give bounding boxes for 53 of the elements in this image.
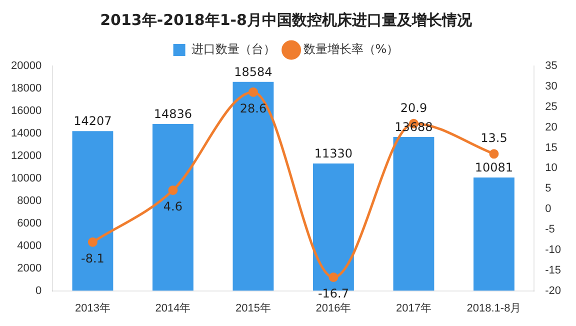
data-label: 10081 <box>474 160 514 175</box>
y2-tick-label: 35 <box>545 60 558 72</box>
x-tick-label: 2017年 <box>396 302 432 314</box>
y2-tick-label: 30 <box>545 80 558 92</box>
y2-tick-label: -5 <box>545 224 555 236</box>
x-tick-label: 2013年 <box>74 302 110 314</box>
y-tick-label: 6000 <box>17 217 42 230</box>
y2-tick-label: 15 <box>545 142 558 154</box>
y2-tick-label: -20 <box>545 284 562 297</box>
data-label: 28.6 <box>240 101 267 116</box>
point <box>489 149 499 159</box>
point <box>248 87 258 97</box>
y2-tick-label: -10 <box>545 244 562 256</box>
data-label: 4.6 <box>163 199 183 214</box>
y2-tick-label: 25 <box>545 100 558 113</box>
y-tick-label: 4000 <box>17 240 42 252</box>
x-tick-label: 2018.1-8月 <box>466 302 522 314</box>
y-tick-label: 20000 <box>10 60 42 72</box>
data-label: 11330 <box>314 146 353 161</box>
data-label: 13.5 <box>480 131 508 145</box>
y-tick-label: 0 <box>35 284 42 297</box>
point <box>88 237 98 247</box>
bar <box>72 131 114 291</box>
y2-tick-label: 20 <box>545 121 558 134</box>
y2-tick-label: 5 <box>545 182 552 195</box>
bar <box>393 136 434 291</box>
y2-tick-label: 10 <box>545 162 558 174</box>
y-tick-label: 12000 <box>10 150 42 162</box>
data-label: 18584 <box>234 65 272 80</box>
data-label: -16.7 <box>318 286 349 300</box>
chart-title: 2013年-2018年1-8月中国数控机床进口量及增长情况 <box>100 10 473 29</box>
x-tick-label: 2016年 <box>316 302 352 314</box>
data-label: 14207 <box>74 114 112 128</box>
y-tick-label: 16000 <box>10 104 42 117</box>
x-tick-label: 2015年 <box>235 302 271 314</box>
y-tick-label: 8000 <box>17 194 42 207</box>
y-tick-label: 10000 <box>10 172 42 184</box>
y-tick-label: 18000 <box>10 82 42 95</box>
data-label: 14836 <box>154 107 192 122</box>
y2-tick-label: -15 <box>545 264 562 276</box>
point <box>168 186 178 196</box>
point <box>328 272 338 282</box>
legend-label: 进口数量（台） <box>191 42 276 56</box>
legend-label: 数量增长率（%） <box>303 42 399 56</box>
bar <box>474 177 514 291</box>
y-tick-label: 2000 <box>17 262 42 274</box>
y-tick-label: 14000 <box>10 127 42 140</box>
data-label: 20.9 <box>400 100 428 115</box>
x-tick-label: 2014年 <box>155 302 191 314</box>
data-label: -8.1 <box>81 251 104 266</box>
bar <box>232 82 274 291</box>
bar <box>152 124 194 291</box>
y2-tick-label: 0 <box>545 203 552 216</box>
